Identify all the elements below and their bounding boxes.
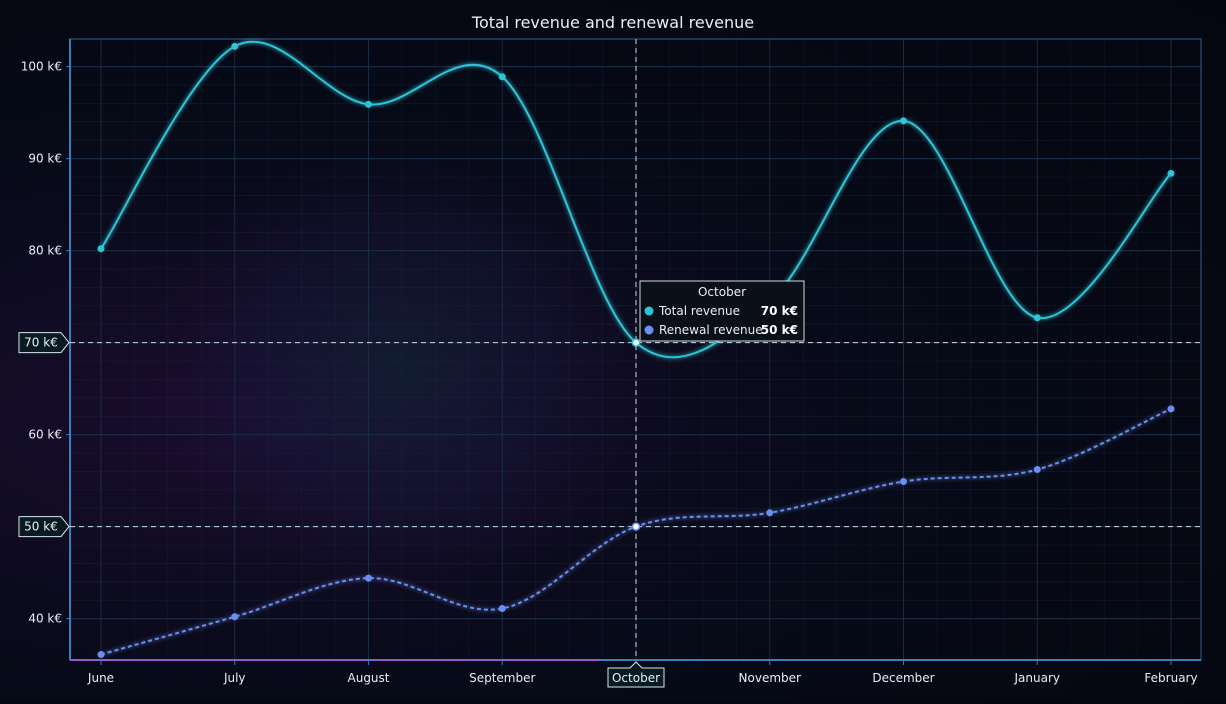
- x-tick-label: August: [348, 671, 390, 685]
- y-hover-label: 70 k€: [24, 336, 58, 350]
- y-hover-badge: [18, 332, 70, 354]
- renewal-revenue-point: [900, 478, 907, 486]
- y-tick-label: 80 k€: [28, 244, 62, 258]
- y-tick-label: 40 k€: [28, 612, 62, 626]
- tooltip-box: [639, 280, 805, 342]
- crosshair: 70 k€ 50 k€: [18, 39, 1201, 660]
- tooltip-series-dot: [644, 325, 654, 335]
- tooltip: October Total revenue 70 k€ Renewal revenue…: [639, 280, 805, 342]
- tooltip-series-label: Renewal revenue: [659, 323, 763, 337]
- x-tick-label: January: [1014, 671, 1061, 685]
- x-hover-badge: [607, 661, 665, 688]
- x-tick-label: September: [469, 671, 535, 685]
- total-revenue-point: [1033, 314, 1041, 322]
- total-revenue-point: [900, 117, 907, 125]
- y-tick-label: 100 k€: [21, 60, 62, 74]
- y-hover-badge: [18, 516, 70, 538]
- x-tick-label: February: [1144, 671, 1197, 685]
- tooltip-series-value: 70 k€: [761, 304, 798, 318]
- y-tick-label: 90 k€: [28, 152, 62, 166]
- total-revenue-point: [231, 42, 239, 50]
- x-tick-label: October: [612, 671, 660, 685]
- y-axis-ticks: 40 k€ 60 k€ 80 k€ 90 k€ 100 k€: [21, 60, 70, 626]
- background-globe: [150, 140, 650, 600]
- x-tick-label: December: [872, 671, 934, 685]
- series: [97, 40, 1175, 658]
- x-tick-label: July: [223, 671, 246, 685]
- total-revenue-point: [365, 100, 372, 108]
- x-tick-label: June: [87, 671, 114, 685]
- chart-title: Total revenue and renewal revenue: [471, 13, 754, 32]
- tooltip-series-label: Total revenue: [658, 304, 740, 318]
- total-revenue-point: [97, 245, 105, 253]
- x-axis-ticks: June July August September October November De…: [87, 660, 1198, 688]
- total-revenue-point: [631, 338, 641, 347]
- renewal-revenue-point: [365, 574, 372, 582]
- renewal-revenue-point: [231, 613, 239, 621]
- renewal-revenue-point: [631, 522, 641, 531]
- total-revenue-point: [1167, 169, 1175, 177]
- renewal-revenue-point: [498, 604, 506, 612]
- renewal-revenue-point: [97, 650, 105, 658]
- renewal-revenue-point: [766, 509, 774, 517]
- y-hover-label: 50 k€: [24, 520, 58, 534]
- renewal-revenue-point: [1033, 466, 1041, 474]
- tooltip-category: October: [698, 285, 746, 299]
- total-revenue-point: [498, 73, 506, 81]
- tooltip-series-dot: [644, 306, 654, 316]
- tooltip-series-value: 50 k€: [761, 323, 798, 337]
- renewal-revenue-point: [1167, 405, 1175, 413]
- x-tick-label: November: [739, 671, 801, 685]
- y-tick-label: 60 k€: [28, 428, 62, 442]
